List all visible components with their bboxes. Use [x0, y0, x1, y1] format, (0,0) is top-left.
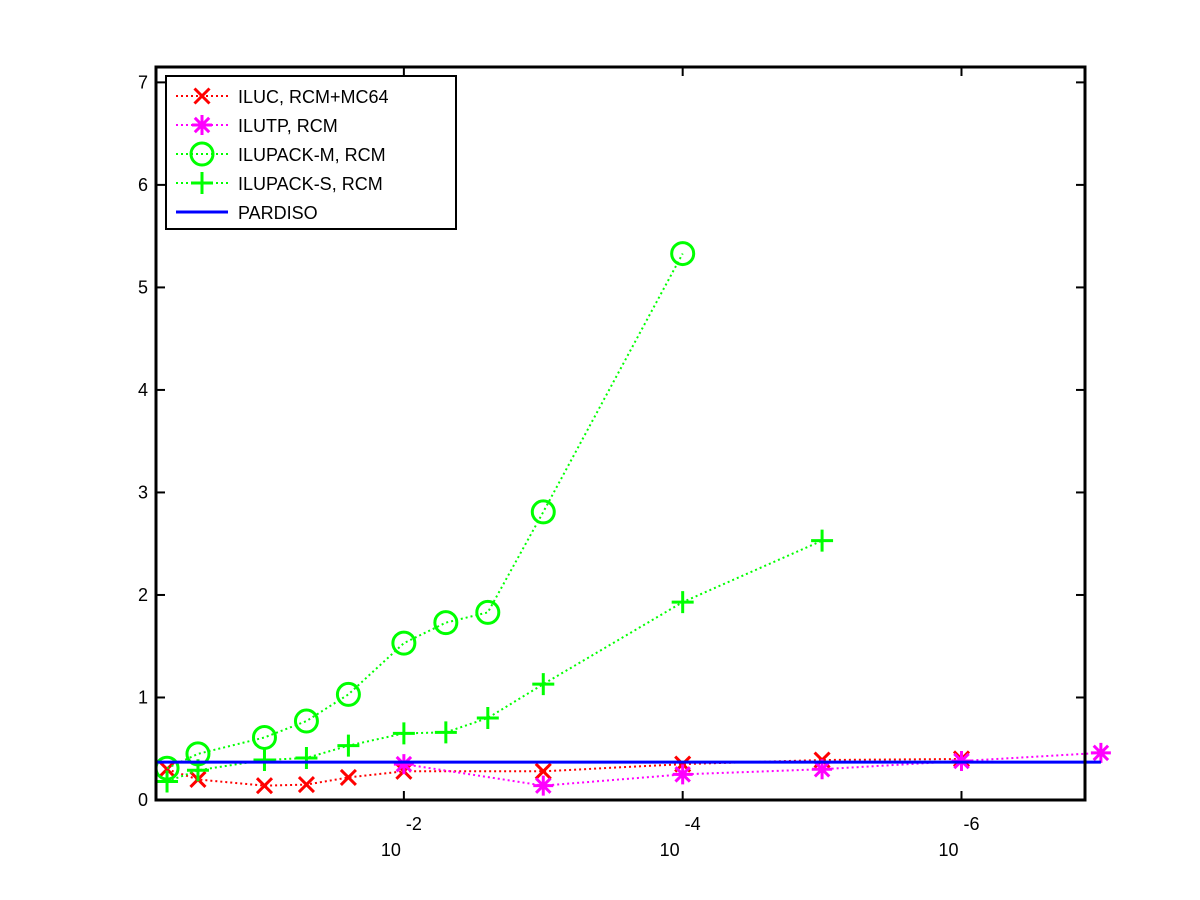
data-point-shape	[1090, 742, 1111, 763]
data-point-shape	[670, 241, 696, 267]
data-point-shape	[339, 768, 357, 787]
legend-label: ILUTP, RCM	[238, 116, 338, 136]
series-line	[166, 757, 962, 787]
data-point-shape	[337, 734, 360, 757]
y-tick-label: 5	[138, 277, 148, 297]
data-point-shape	[475, 599, 501, 625]
y-tick-label: 7	[138, 72, 148, 92]
data-point	[335, 681, 361, 707]
data-point-shape	[293, 708, 319, 734]
data-point	[392, 722, 415, 745]
legend-marker	[189, 141, 215, 167]
data-point	[339, 768, 357, 787]
data-point-shape	[295, 746, 318, 769]
data-point	[670, 241, 696, 267]
legend-item: ILUPACK-M, RCM	[176, 141, 386, 167]
data-point-shape	[532, 673, 555, 696]
series-layer	[154, 241, 1111, 796]
legend-item: ILUC, RCM+MC64	[176, 87, 389, 107]
data-point	[475, 599, 501, 625]
data-point-shape	[530, 499, 556, 525]
legend-marker	[192, 115, 212, 135]
data-point	[393, 754, 414, 775]
data-point	[251, 724, 277, 750]
data-point	[811, 529, 834, 552]
data-point-shape	[534, 762, 552, 780]
data-point	[293, 708, 319, 734]
data-point-shape	[476, 706, 499, 729]
data-point-shape	[158, 760, 176, 778]
data-point-shape	[253, 749, 276, 772]
data-point-shape	[391, 630, 417, 656]
data-point	[297, 776, 315, 794]
legend-marker-shape	[191, 172, 213, 194]
data-point-shape	[811, 529, 834, 552]
data-point-shape	[672, 764, 693, 785]
legend-item: ILUTP, RCM	[176, 115, 338, 136]
data-point	[671, 591, 694, 614]
y-tick-label: 0	[138, 790, 148, 810]
y-tick-label: 1	[138, 687, 148, 707]
data-point	[255, 777, 274, 795]
data-point-shape	[255, 777, 274, 795]
data-point	[337, 734, 360, 757]
legend-marker-shape	[189, 141, 215, 167]
data-point	[253, 749, 276, 772]
data-point-shape	[433, 610, 459, 636]
y-tick-label: 4	[138, 380, 148, 400]
y-tick-label: 6	[138, 175, 148, 195]
data-point	[672, 764, 693, 785]
data-point-shape	[393, 754, 414, 775]
data-point-shape	[335, 681, 361, 707]
series-3	[156, 529, 834, 793]
data-point	[1090, 742, 1111, 763]
series-line	[403, 751, 1101, 787]
x-tick-label-exponent: -6	[963, 814, 979, 834]
axes-frame	[154, 65, 1087, 802]
data-point-shape	[251, 724, 277, 750]
data-point	[534, 762, 552, 780]
data-point-shape	[392, 722, 415, 745]
y-tick-label: 2	[138, 585, 148, 605]
legend-label: ILUC, RCM+MC64	[238, 87, 389, 107]
legend-marker-shape	[192, 115, 212, 135]
data-point	[156, 770, 179, 793]
series-line	[166, 253, 684, 770]
data-point	[158, 760, 176, 778]
legend-marker	[191, 172, 213, 194]
legend-label: ILUPACK-S, RCM	[238, 174, 383, 194]
legend-marker	[193, 87, 211, 105]
x-tick-label-exponent: -2	[406, 814, 422, 834]
data-point	[391, 630, 417, 656]
data-point-shape	[671, 591, 694, 614]
data-point	[434, 721, 457, 744]
data-point-shape	[434, 721, 457, 744]
x-tick-label-exponent: -4	[685, 814, 701, 834]
y-tick-label: 3	[138, 482, 148, 502]
data-point-shape	[297, 776, 315, 794]
legend-item: ILUPACK-S, RCM	[176, 172, 383, 194]
legend-marker-shape	[193, 87, 211, 105]
data-point	[433, 610, 459, 636]
data-point-shape	[812, 759, 833, 780]
data-point	[532, 673, 555, 696]
x-tick-label-base: 10	[938, 840, 958, 860]
data-point	[533, 775, 554, 796]
data-point-shape	[156, 770, 179, 793]
data-point	[812, 759, 833, 780]
legend-label: ILUPACK-M, RCM	[238, 145, 386, 165]
legend: ILUC, RCM+MC64 ILUTP, RCM ILUPACK-M, RCM IL…	[165, 75, 457, 230]
legend-label: PARDISO	[238, 203, 318, 223]
data-point	[295, 746, 318, 769]
series-2	[154, 241, 696, 781]
legend-item: PARDISO	[176, 203, 318, 223]
x-tick-label-base: 10	[660, 840, 680, 860]
data-point	[476, 706, 499, 729]
data-point	[530, 499, 556, 525]
x-tick-label-base: 10	[381, 840, 401, 860]
data-point-shape	[533, 775, 554, 796]
